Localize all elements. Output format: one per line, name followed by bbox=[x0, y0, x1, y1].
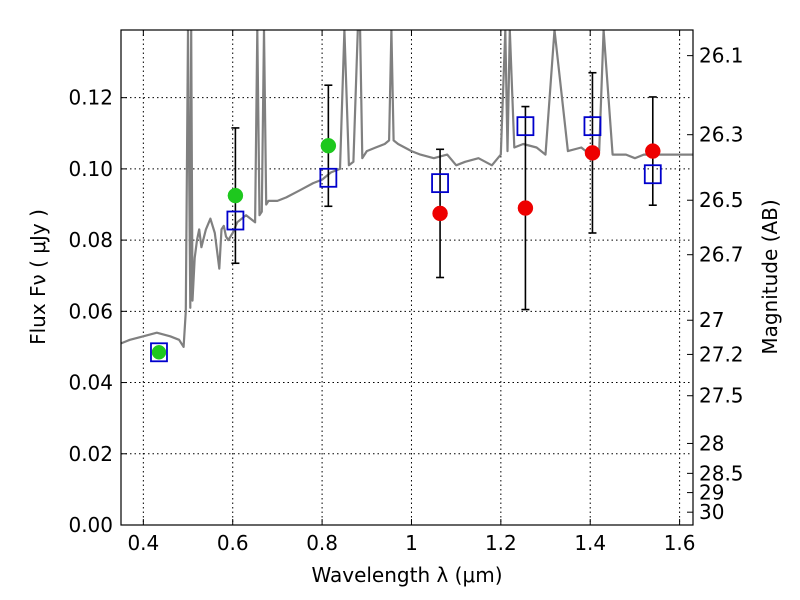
mag-tick-label: 27 bbox=[699, 308, 724, 332]
observed-flux-point bbox=[227, 187, 244, 204]
model-photometry-square bbox=[150, 342, 168, 363]
x-tick-label: 0.6 bbox=[217, 531, 249, 555]
y2-axis-title: Magnitude (AB) bbox=[758, 199, 782, 354]
mag-tick-label: 27.5 bbox=[699, 384, 744, 408]
mag-tick-label: 26.1 bbox=[699, 44, 744, 68]
model-photometry-square bbox=[583, 116, 602, 137]
x-tick-label: 1.2 bbox=[485, 531, 517, 555]
model-photometry-square bbox=[643, 164, 662, 185]
observed-flux-point bbox=[432, 205, 448, 222]
y-tick-label: 0.10 bbox=[68, 157, 113, 181]
mag-tick-label: 30 bbox=[699, 500, 724, 524]
x-tick-label: 1.6 bbox=[664, 531, 696, 555]
x-tick-label: 1 bbox=[405, 531, 418, 555]
y-tick-label: 0.12 bbox=[68, 86, 113, 110]
plot-frame bbox=[120, 29, 694, 526]
mag-tick-label: 26.7 bbox=[699, 243, 744, 267]
mag-tick-label: 28 bbox=[699, 431, 724, 455]
y-tick-label: 0.00 bbox=[68, 513, 113, 537]
y-axis-title: Flux Fν ( μJy ) bbox=[26, 209, 50, 345]
data-markers bbox=[150, 116, 662, 363]
x-tick-label: 0.8 bbox=[306, 531, 338, 555]
x-tick-label: 0.4 bbox=[127, 531, 159, 555]
observed-flux-point bbox=[645, 143, 661, 159]
observed-flux-point bbox=[151, 345, 167, 360]
model-photometry-square bbox=[226, 210, 245, 231]
y-tick-label: 0.08 bbox=[68, 228, 113, 252]
observed-flux-point bbox=[320, 137, 337, 154]
grid bbox=[121, 30, 693, 526]
model-photometry-square bbox=[431, 173, 449, 194]
y-tick-label: 0.04 bbox=[68, 371, 113, 395]
observed-flux-point bbox=[517, 200, 534, 216]
spectrum-line bbox=[121, 30, 693, 348]
model-photometry-square bbox=[319, 167, 338, 188]
observed-flux-point bbox=[584, 145, 601, 161]
x-tick-label: 1.4 bbox=[574, 531, 606, 555]
x-axis-title: Wavelength λ (μm) bbox=[311, 563, 502, 587]
y-tick-label: 0.02 bbox=[68, 442, 113, 466]
mag-tick-label: 28.5 bbox=[699, 461, 744, 485]
mag-tick-label: 26.5 bbox=[699, 188, 744, 212]
model-photometry-square bbox=[516, 116, 535, 137]
mag-tick-label: 27.2 bbox=[699, 342, 744, 366]
mag-tick-label: 26.3 bbox=[699, 123, 744, 147]
model-spectrum bbox=[121, 30, 693, 348]
axis-ticks: 0.4 0.6 0.8 1 1.2 1.4 1.6 0.00 0.02 0.04 0.06 0.08 0… bbox=[68, 30, 744, 555]
y-tick-label: 0.06 bbox=[68, 299, 113, 323]
error-bars bbox=[231, 71, 657, 311]
mag-tick-label: 29 bbox=[699, 481, 724, 505]
